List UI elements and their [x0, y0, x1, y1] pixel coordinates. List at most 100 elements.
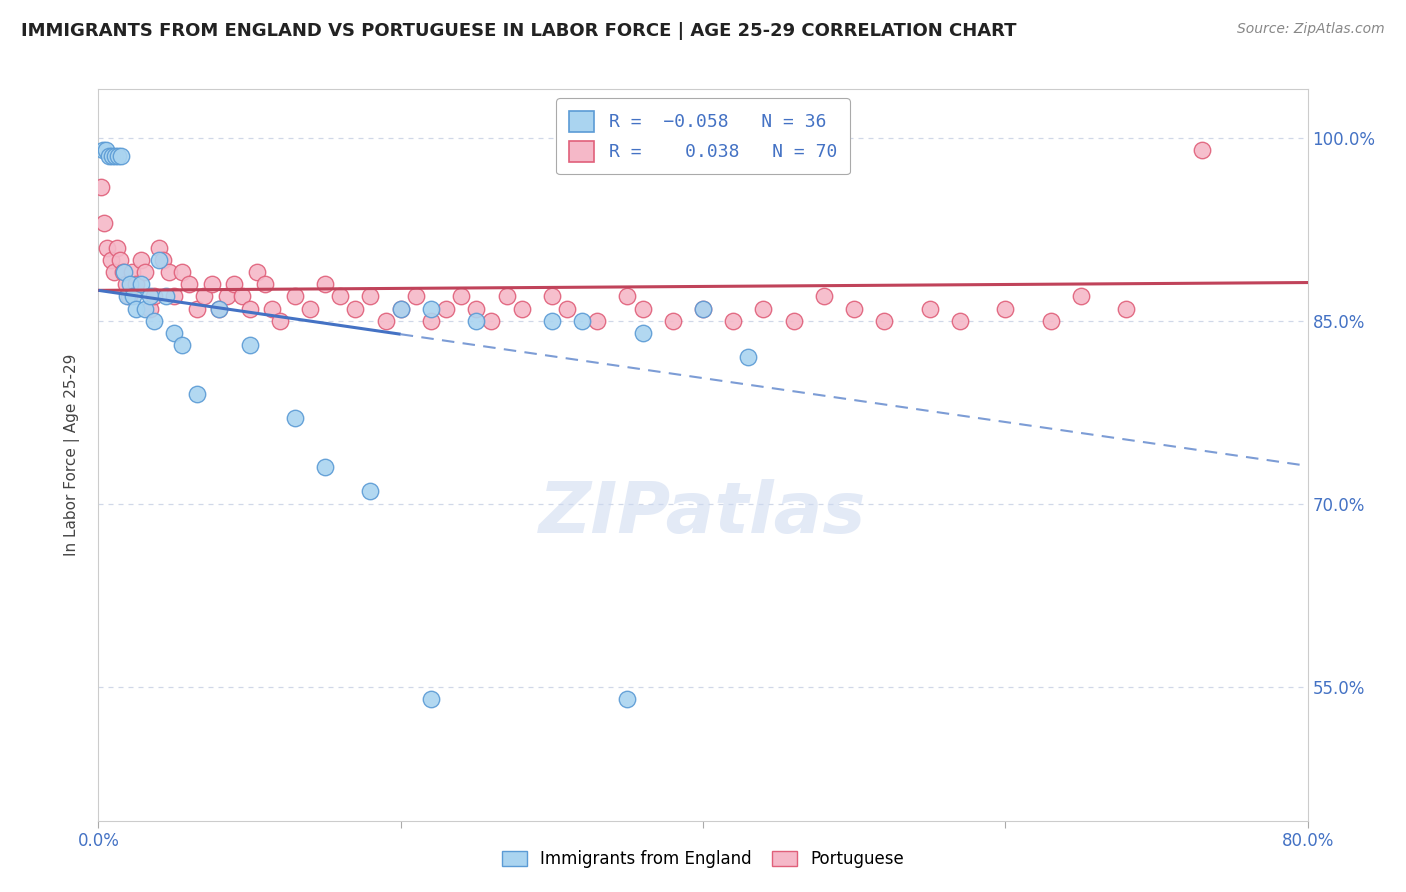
Point [96, 241, 118, 255]
Point [107, 149, 129, 163]
Point [631, 301, 654, 316]
Point [405, 289, 427, 303]
Point [90, 179, 112, 194]
Point [1039, 314, 1062, 328]
Point [101, 149, 124, 163]
Point [186, 387, 208, 401]
Point [103, 265, 125, 279]
Point [1115, 301, 1137, 316]
Point [239, 338, 262, 352]
Point [108, 252, 131, 267]
Point [510, 301, 533, 316]
Point [1070, 289, 1092, 303]
Point [571, 314, 593, 328]
Text: ZIPatlas: ZIPatlas [540, 479, 866, 548]
Point [994, 301, 1017, 316]
Point [752, 301, 775, 316]
Point [420, 301, 443, 316]
Point [148, 252, 170, 267]
Point [118, 289, 141, 303]
Point [120, 277, 142, 292]
Point [215, 289, 238, 303]
Point [94, 143, 117, 157]
Point [374, 314, 396, 328]
Point [299, 301, 322, 316]
Point [450, 289, 472, 303]
Point [143, 314, 166, 328]
Point [134, 301, 156, 316]
Point [170, 338, 193, 352]
Point [93, 216, 115, 230]
Point [495, 289, 517, 303]
Point [314, 277, 336, 292]
Point [143, 289, 166, 303]
Point [112, 265, 135, 279]
Point [813, 289, 835, 303]
Point [224, 277, 246, 292]
Point [139, 301, 162, 316]
Legend: Immigrants from England, Portuguese: Immigrants from England, Portuguese [495, 844, 911, 875]
Point [844, 301, 866, 316]
Point [129, 277, 152, 292]
Point [104, 149, 127, 163]
Point [114, 277, 136, 292]
Point [262, 301, 284, 316]
Point [98, 149, 121, 163]
Point [201, 277, 224, 292]
Point [105, 241, 128, 255]
Point [314, 460, 336, 475]
Point [434, 301, 457, 316]
Point [918, 301, 941, 316]
Point [231, 289, 253, 303]
Point [186, 301, 208, 316]
Y-axis label: In Labor Force | Age 25-29: In Labor Force | Age 25-29 [63, 354, 80, 556]
Point [134, 265, 156, 279]
Point [540, 314, 562, 328]
Point [129, 252, 152, 267]
Point [125, 277, 148, 292]
Point [208, 301, 231, 316]
Point [540, 289, 562, 303]
Point [159, 265, 181, 279]
Point [465, 314, 488, 328]
Point [208, 301, 231, 316]
Point [631, 326, 654, 340]
Point [616, 289, 638, 303]
Point [344, 301, 367, 316]
Point [139, 289, 162, 303]
Point [360, 484, 382, 499]
Point [389, 301, 412, 316]
Point [100, 252, 122, 267]
Point [121, 265, 143, 279]
Text: Source: ZipAtlas.com: Source: ZipAtlas.com [1237, 22, 1385, 37]
Point [115, 289, 138, 303]
Point [389, 301, 412, 316]
Point [91, 143, 114, 157]
Point [193, 289, 215, 303]
Point [284, 411, 307, 425]
Point [949, 314, 972, 328]
Point [661, 314, 683, 328]
Point [737, 351, 759, 365]
Point [110, 149, 132, 163]
Point [616, 691, 638, 706]
Point [163, 289, 186, 303]
Point [163, 326, 186, 340]
Point [148, 241, 170, 255]
Point [692, 301, 714, 316]
Point [246, 265, 269, 279]
Legend: R =  −0.058   N = 36, R =    0.038   N = 70: R = −0.058 N = 36, R = 0.038 N = 70 [557, 98, 849, 174]
Point [783, 314, 806, 328]
Point [873, 314, 896, 328]
Point [1191, 143, 1213, 157]
Point [122, 289, 145, 303]
Point [111, 265, 134, 279]
Point [360, 289, 382, 303]
Point [155, 289, 177, 303]
Point [152, 252, 174, 267]
Point [253, 277, 276, 292]
Point [239, 301, 262, 316]
Point [586, 314, 609, 328]
Point [170, 265, 193, 279]
Point [420, 691, 443, 706]
